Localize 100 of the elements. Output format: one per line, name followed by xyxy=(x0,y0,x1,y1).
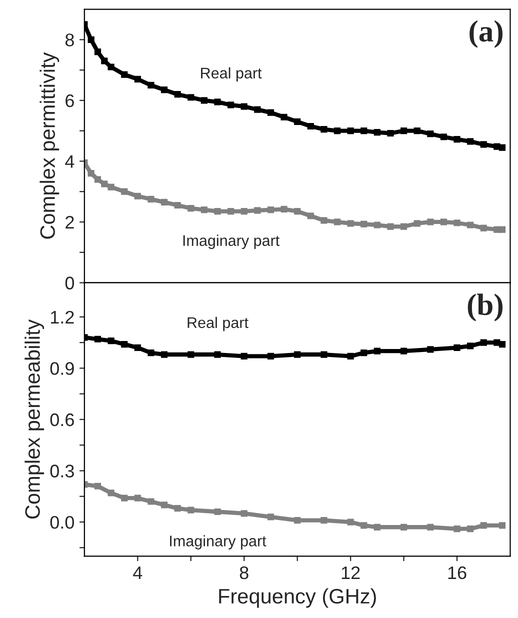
point xyxy=(94,48,102,56)
point xyxy=(108,184,114,190)
point xyxy=(121,71,128,78)
chart-title: (b) xyxy=(468,294,503,322)
point xyxy=(267,109,274,116)
point xyxy=(88,170,94,177)
x-tick-label: 16 xyxy=(448,566,466,580)
point xyxy=(480,339,487,346)
point xyxy=(188,204,194,212)
point xyxy=(254,106,261,113)
x-tick-label: 12 xyxy=(342,566,360,580)
point xyxy=(467,526,474,532)
point xyxy=(467,342,474,350)
point xyxy=(498,226,506,233)
point xyxy=(148,82,154,89)
x-tick-label: 4 xyxy=(133,566,142,580)
point xyxy=(320,351,328,358)
point xyxy=(307,122,314,130)
point xyxy=(174,505,181,512)
point xyxy=(454,136,460,143)
point xyxy=(121,494,128,502)
point xyxy=(414,220,420,227)
y-tick-label: 0.6 xyxy=(50,413,74,426)
point xyxy=(188,94,194,101)
point xyxy=(148,350,154,356)
point xyxy=(374,348,380,354)
point xyxy=(188,506,194,514)
point xyxy=(294,118,301,125)
point xyxy=(94,176,102,183)
point xyxy=(240,103,248,110)
point xyxy=(387,223,394,230)
y-tick-label: 0.3 xyxy=(50,464,74,478)
point xyxy=(294,208,301,215)
point xyxy=(294,517,301,524)
series-label: Imaginary part xyxy=(170,535,266,550)
point xyxy=(400,524,408,530)
point xyxy=(307,212,314,220)
point xyxy=(108,338,114,344)
point xyxy=(347,352,354,360)
point xyxy=(101,180,108,188)
y-tick-label: 8 xyxy=(65,34,74,46)
point xyxy=(94,482,102,490)
point xyxy=(160,502,168,508)
series-label: Real part xyxy=(201,67,262,82)
point xyxy=(267,206,274,214)
point xyxy=(240,510,248,517)
point xyxy=(427,130,434,138)
chart-title: (a) xyxy=(470,20,503,48)
point xyxy=(174,91,181,98)
point xyxy=(454,220,460,226)
point xyxy=(200,206,208,214)
point xyxy=(267,514,274,520)
y-tick-label: 0 xyxy=(65,276,74,290)
point xyxy=(400,128,408,134)
point xyxy=(240,208,248,215)
point xyxy=(454,344,460,351)
point xyxy=(121,340,128,348)
point xyxy=(347,220,354,227)
point xyxy=(334,128,341,134)
point xyxy=(467,138,474,145)
x-tick-label: 8 xyxy=(240,566,248,580)
point xyxy=(94,336,102,342)
point xyxy=(347,128,354,134)
point xyxy=(214,508,221,516)
y-tick-label: 6 xyxy=(66,94,74,108)
point xyxy=(214,208,221,215)
y-axis-title: Complex permeability xyxy=(24,319,44,519)
point xyxy=(188,351,194,358)
point xyxy=(498,522,506,529)
point xyxy=(498,144,506,151)
point xyxy=(387,130,394,137)
x-axis-title: Frequency (GHz) xyxy=(219,588,376,608)
series-label: Real part xyxy=(188,316,248,332)
point xyxy=(160,198,168,206)
point xyxy=(427,218,434,226)
point xyxy=(240,352,248,360)
point xyxy=(134,76,141,82)
point xyxy=(160,351,168,358)
point xyxy=(400,223,408,230)
point xyxy=(440,134,447,140)
point xyxy=(414,128,420,134)
point xyxy=(228,208,234,215)
point xyxy=(480,224,487,232)
point xyxy=(374,222,380,228)
point xyxy=(134,192,141,200)
point xyxy=(427,524,434,530)
series-label: Imaginary part xyxy=(183,234,280,250)
point xyxy=(294,351,301,358)
point xyxy=(280,114,288,120)
point xyxy=(267,352,274,360)
point xyxy=(360,128,368,134)
point xyxy=(214,351,221,358)
point xyxy=(254,207,261,214)
point xyxy=(360,220,368,228)
point xyxy=(174,202,181,209)
point xyxy=(360,522,368,529)
point xyxy=(134,344,141,351)
point xyxy=(374,524,380,530)
y-tick-label: 1.2 xyxy=(50,310,74,324)
y-axis-title: Complex permittivity xyxy=(40,52,60,239)
